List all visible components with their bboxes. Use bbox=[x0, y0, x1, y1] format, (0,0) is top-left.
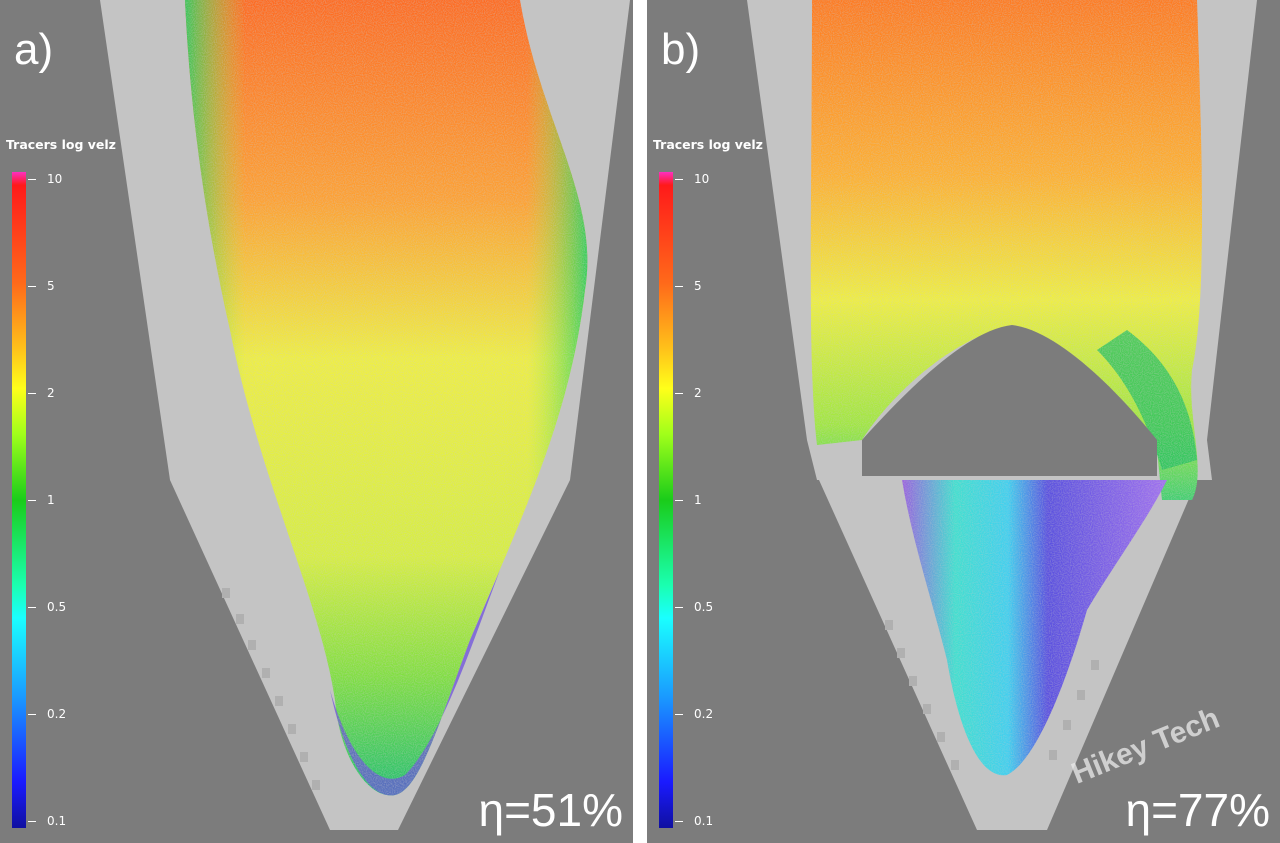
wall-steps-b bbox=[885, 620, 1099, 770]
panel-b: b) Tracers log velz 10 5 2 1 0.5 0.2 0.1… bbox=[647, 0, 1280, 843]
colorbar-tick bbox=[675, 821, 683, 822]
colorbar-tick bbox=[675, 607, 683, 608]
colorbar bbox=[659, 172, 673, 828]
colorbar-tick bbox=[28, 286, 36, 287]
colorbar-tick-label: 5 bbox=[694, 279, 702, 293]
colorbar-title: Tracers log velz bbox=[653, 137, 763, 152]
colorbar-tick bbox=[675, 286, 683, 287]
simulation-view-b bbox=[747, 0, 1257, 830]
colorbar-tick-label: 1 bbox=[47, 493, 55, 507]
colorbar-tick bbox=[28, 714, 36, 715]
simulation-view-a bbox=[100, 0, 630, 830]
colorbar bbox=[12, 172, 26, 828]
colorbar-tick bbox=[675, 393, 683, 394]
colorbar-tick bbox=[675, 714, 683, 715]
efficiency-label: η=77% bbox=[1125, 784, 1270, 836]
colorbar-tick-label: 2 bbox=[694, 386, 702, 400]
wall-steps-a bbox=[222, 588, 320, 790]
colorbar-tick bbox=[28, 607, 36, 608]
colorbar-tick bbox=[28, 179, 36, 180]
colorbar-tick-label: 2 bbox=[47, 386, 55, 400]
deflector-cone bbox=[862, 325, 1157, 476]
panel-label: b) bbox=[661, 25, 701, 74]
panel-label: a) bbox=[14, 25, 54, 74]
colorbar-tick-label: 0.5 bbox=[47, 600, 67, 614]
colorbar-tick-label: 5 bbox=[47, 279, 55, 293]
colorbar-tick bbox=[675, 500, 683, 501]
colorbar-tick bbox=[28, 500, 36, 501]
colorbar-tick-label: 0.1 bbox=[694, 814, 714, 828]
colorbar-tick-label: 10 bbox=[47, 172, 63, 186]
efficiency-label: η=51% bbox=[478, 784, 623, 836]
colorbar-tick bbox=[28, 821, 36, 822]
colorbar-tick-label: 10 bbox=[694, 172, 710, 186]
colorbar-tick-label: 1 bbox=[694, 493, 702, 507]
colorbar-tick-label: 0.5 bbox=[694, 600, 714, 614]
panel-a: a) Tracers log velz 10 5 2 1 0.5 0.2 0.1… bbox=[0, 0, 633, 843]
colorbar-title: Tracers log velz bbox=[6, 137, 116, 152]
colorbar-tick bbox=[28, 393, 36, 394]
colorbar-tick-label: 0.2 bbox=[694, 707, 714, 721]
colorbar-tick-label: 0.1 bbox=[47, 814, 67, 828]
colorbar-tick-label: 0.2 bbox=[47, 707, 67, 721]
colorbar-tick bbox=[675, 179, 683, 180]
